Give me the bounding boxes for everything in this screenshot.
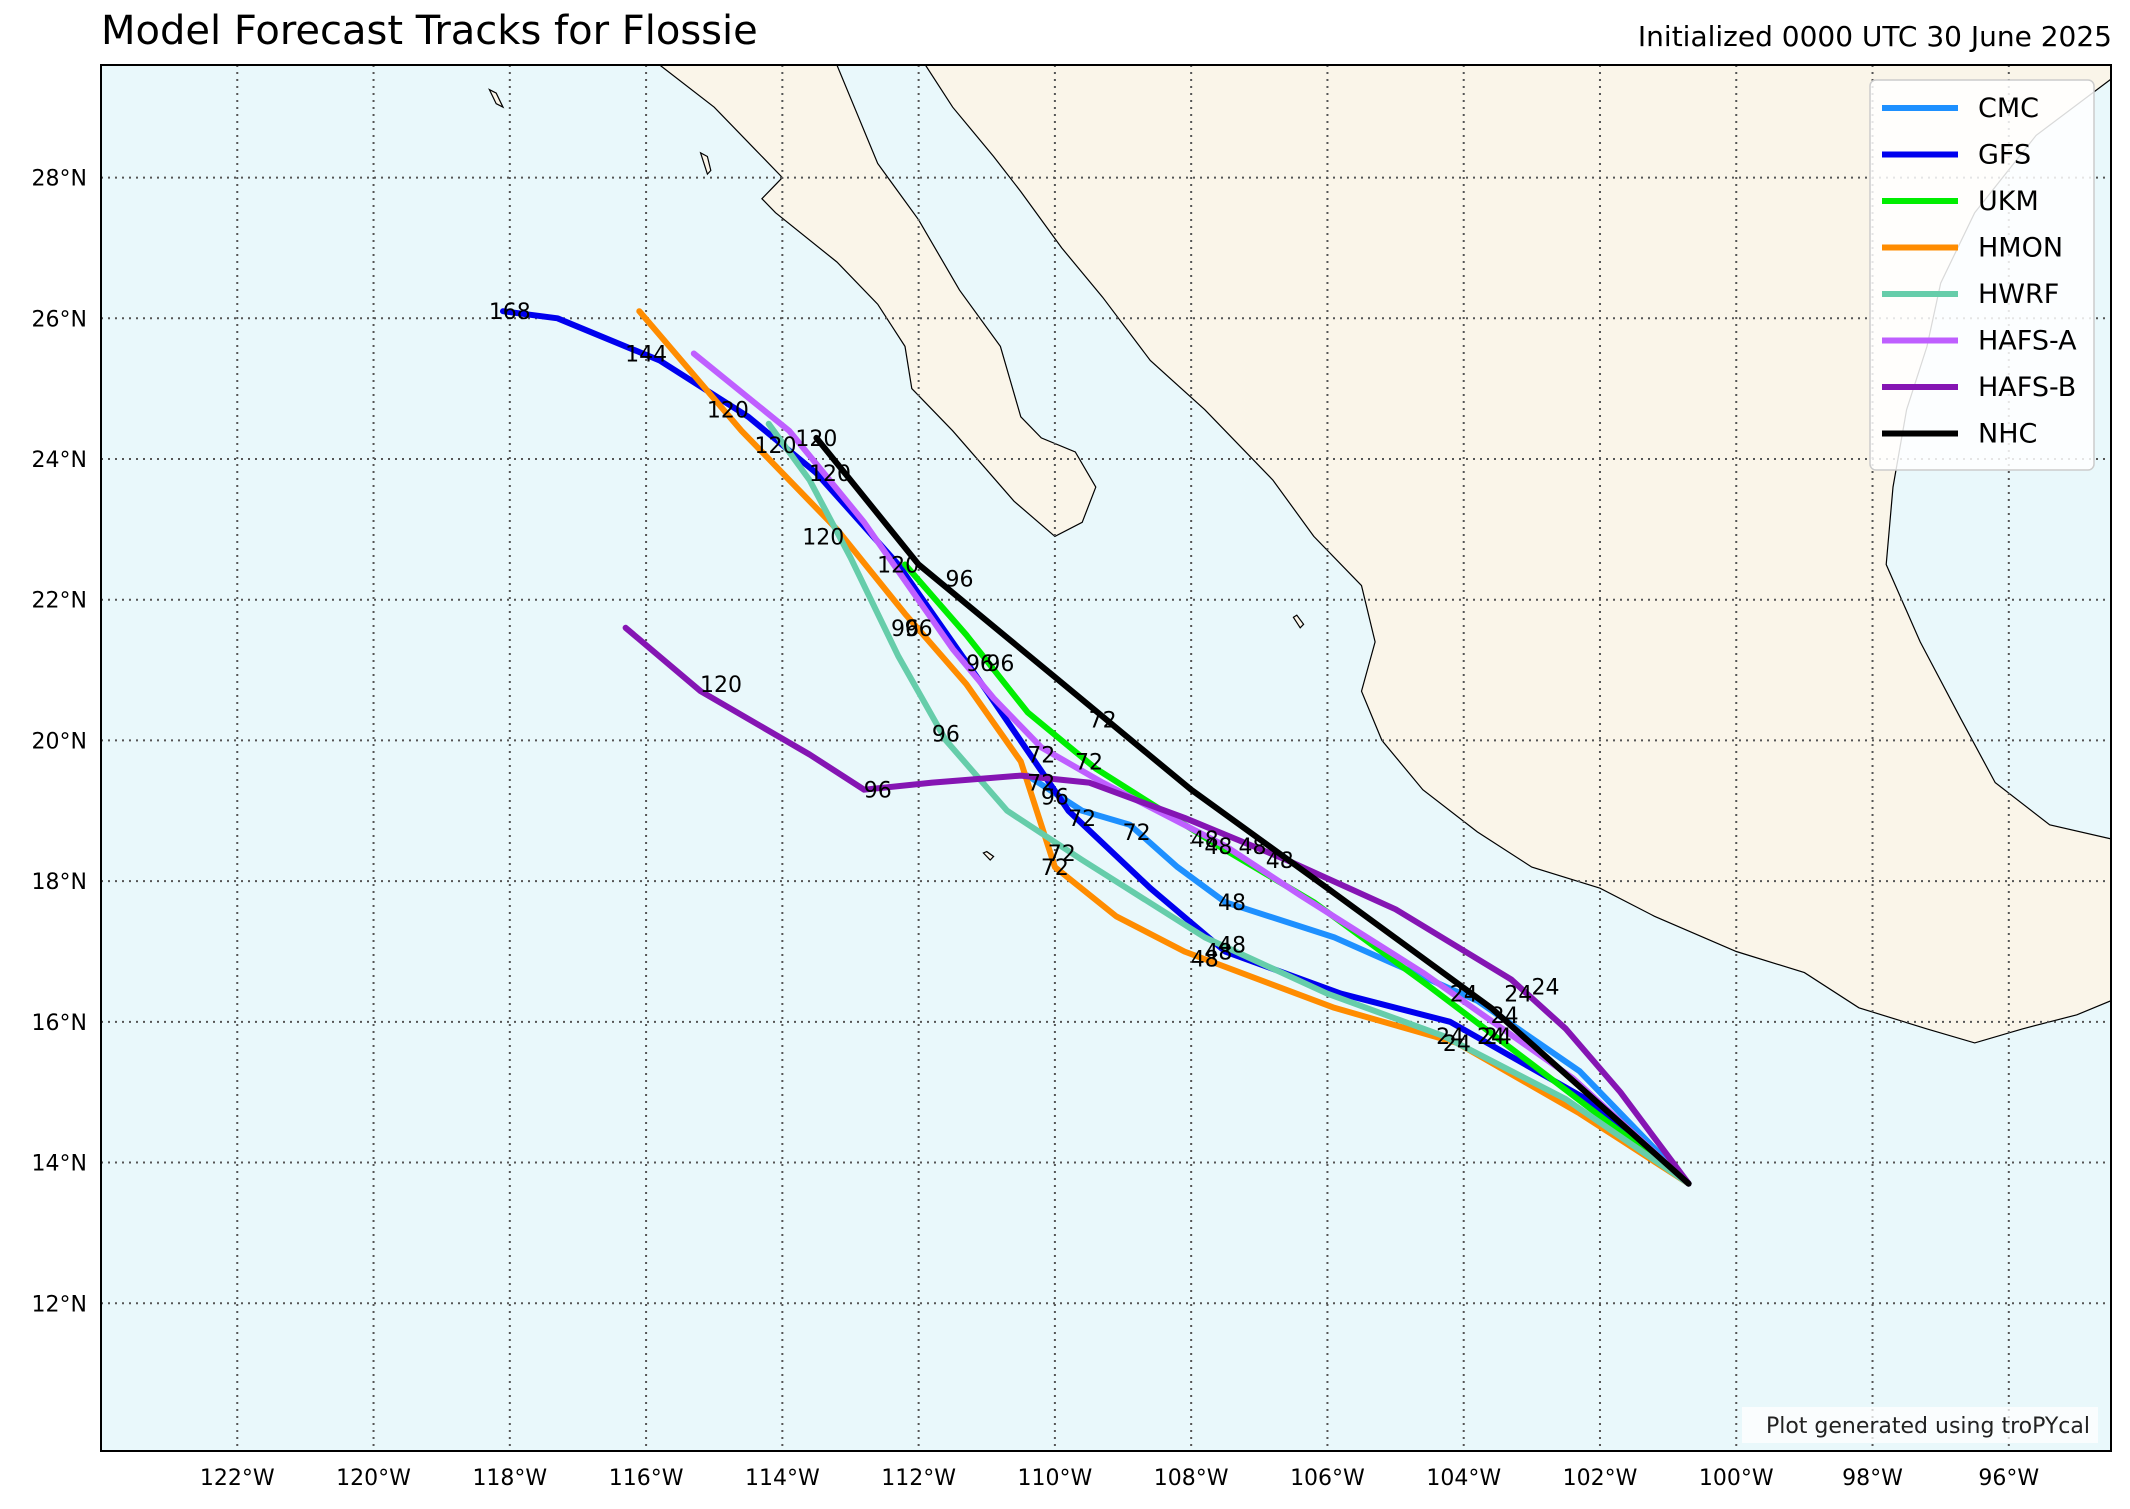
island-1 (488, 88, 505, 109)
track-hwrf (765, 420, 1692, 1187)
track-ukm (902, 561, 1692, 1187)
forecast-hour-label-gfs: 120 (809, 462, 851, 487)
lon-tick-label: 108°W (1154, 1466, 1229, 1491)
plot-title: Model Forecast Tracks for Flossie (101, 8, 758, 54)
lat-tick-label: 22°N (32, 589, 87, 614)
lat-tick-label: 16°N (32, 1011, 87, 1036)
credit-text: Plot generated using troPYcal (1766, 1414, 2090, 1439)
legend-label-ukm: UKM (1978, 186, 2039, 217)
legend: CMC GFS UKM HMON HWRF HAFS-A HAFS-B NHC (1869, 79, 2095, 471)
forecast-hour-label-hafs-b: 96 (864, 779, 892, 804)
lon-tick-label: 118°W (472, 1466, 547, 1491)
forecast-hour-label-gfs: 168 (489, 300, 531, 325)
lon-tick-label: 120°W (336, 1466, 411, 1491)
forecast-hour-label-ukm: 120 (877, 554, 919, 579)
lat-tick-label: 24°N (32, 448, 87, 473)
track-hafs-a (690, 350, 1692, 1187)
lon-tick-label: 98°W (1842, 1466, 1903, 1491)
forecast-hour-label-hafs-a: 48 (1191, 828, 1219, 853)
forecast-hour-label-hafs-b: 72 (1027, 772, 1055, 797)
lat-tick-label: 20°N (32, 729, 87, 754)
legend-label-hafs-a: HAFS-A (1978, 326, 2077, 357)
lat-tick-label: 26°N (32, 307, 87, 332)
plot-subtitle: Initialized 0000 UTC 30 June 2025 (1637, 20, 2112, 53)
forecast-tracks (500, 308, 1692, 1187)
forecast-hour-label-nhc: 24 (1491, 1004, 1519, 1029)
track-cmc (1024, 772, 1692, 1187)
lon-tick-label: 112°W (881, 1466, 956, 1491)
legend-box (1869, 79, 2095, 471)
forecast-hour-label-gfs: 96 (966, 652, 994, 677)
forecast-hour-label-hmon: 48 (1191, 948, 1219, 973)
forecast-hour-label-hafs-b: 120 (700, 673, 742, 698)
legend-label-nhc: NHC (1978, 419, 2037, 450)
map-frame (100, 64, 2112, 1452)
lon-tick-label: 122°W (200, 1466, 275, 1491)
forecast-hour-label-hafs-a: 120 (707, 399, 749, 424)
forecast-hour-label-hwrf: 48 (1204, 940, 1232, 965)
forecast-hour-label-hafs-b: 48 (1238, 835, 1266, 860)
forecast-hour-label-gfs: 144 (625, 342, 667, 367)
gridlines (101, 65, 2111, 1451)
forecast-hour-label-hwrf: 96 (932, 722, 960, 747)
forecast-hour-label-hafs-a: 72 (1027, 743, 1055, 768)
lon-tick-label: 110°W (1018, 1466, 1093, 1491)
forecast-hour-label-ukm: 48 (1204, 835, 1232, 860)
legend-label-hwrf: HWRF (1978, 279, 2059, 310)
forecast-hour-label-hwrf: 120 (755, 434, 797, 459)
lon-tick-label: 114°W (745, 1466, 820, 1491)
forecast-hour-label-hafs-b: 24 (1531, 976, 1559, 1001)
forecast-hour-label-cmc: 24 (1477, 1025, 1505, 1050)
lon-tick-label: 96°W (1978, 1466, 2039, 1491)
legend-label-hafs-b: HAFS-B (1978, 372, 2076, 403)
lat-tick-label: 28°N (32, 167, 87, 192)
lon-tick-label: 100°W (1699, 1466, 1774, 1491)
axis-tick-labels: 122°W 120°W 118°W 116°W 114°W 112°W 110°W 108°W… (32, 167, 2040, 1491)
forecast-hour-label-hwrf: 24 (1436, 1025, 1464, 1050)
forecast-hour-label-cmc: 48 (1218, 891, 1246, 916)
track-nhc (813, 434, 1692, 1187)
lon-tick-label: 104°W (1426, 1466, 1501, 1491)
lon-tick-label: 116°W (609, 1466, 684, 1491)
forecast-hour-label-cmc: 96 (1041, 786, 1069, 811)
legend-label-gfs: GFS (1978, 140, 2031, 171)
credit-box: Plot generated using troPYcal (1742, 1407, 2098, 1443)
forecast-hour-label-gfs: 48 (1218, 933, 1246, 958)
forecast-hour-label-nhc: 48 (1266, 849, 1294, 874)
forecast-hour-label-hmon: 72 (1041, 856, 1069, 881)
forecast-hour-label-hafs-a: 24 (1504, 983, 1532, 1008)
forecast-hour-label-ukm: 96 (986, 652, 1014, 677)
lon-tick-label: 106°W (1290, 1466, 1365, 1491)
forecast-hour-label-hmon: 24 (1443, 1032, 1471, 1057)
lat-tick-label: 14°N (32, 1152, 87, 1177)
lat-tick-label: 12°N (32, 1292, 87, 1317)
forecast-hour-label-hafs-a: 96 (905, 617, 933, 642)
lat-tick-label: 18°N (32, 870, 87, 895)
forecast-hour-label-ukm: 72 (1075, 751, 1103, 776)
track-hafs-b (622, 624, 1692, 1187)
forecast-hour-label-hwrf: 72 (1048, 842, 1076, 867)
track-gfs (500, 308, 1692, 1187)
lon-tick-label: 102°W (1563, 1466, 1638, 1491)
forecast-hour-label-gfs: 72 (1068, 807, 1096, 832)
legend-label-cmc: CMC (1978, 93, 2039, 124)
forecast-hour-label-gfs: 24 (1450, 983, 1478, 1008)
forecast-hour-labels: 2448729624487296120144168244872961202448… (489, 300, 1560, 1057)
forecast-hour-label-nhc: 120 (795, 427, 837, 452)
forecast-hour-label-nhc: 96 (946, 568, 974, 593)
island-2 (699, 151, 712, 176)
forecast-hour-label-cmc: 72 (1123, 821, 1151, 846)
forecast-hour-label-ukm: 24 (1484, 1025, 1512, 1050)
island-3 (1292, 614, 1305, 629)
legend-label-hmon: HMON (1978, 233, 2063, 264)
forecast-hour-label-hmon: 120 (802, 525, 844, 550)
island-4 (982, 850, 995, 861)
forecast-hour-label-nhc: 72 (1089, 708, 1117, 733)
forecast-hour-label-hmon: 96 (891, 617, 919, 642)
